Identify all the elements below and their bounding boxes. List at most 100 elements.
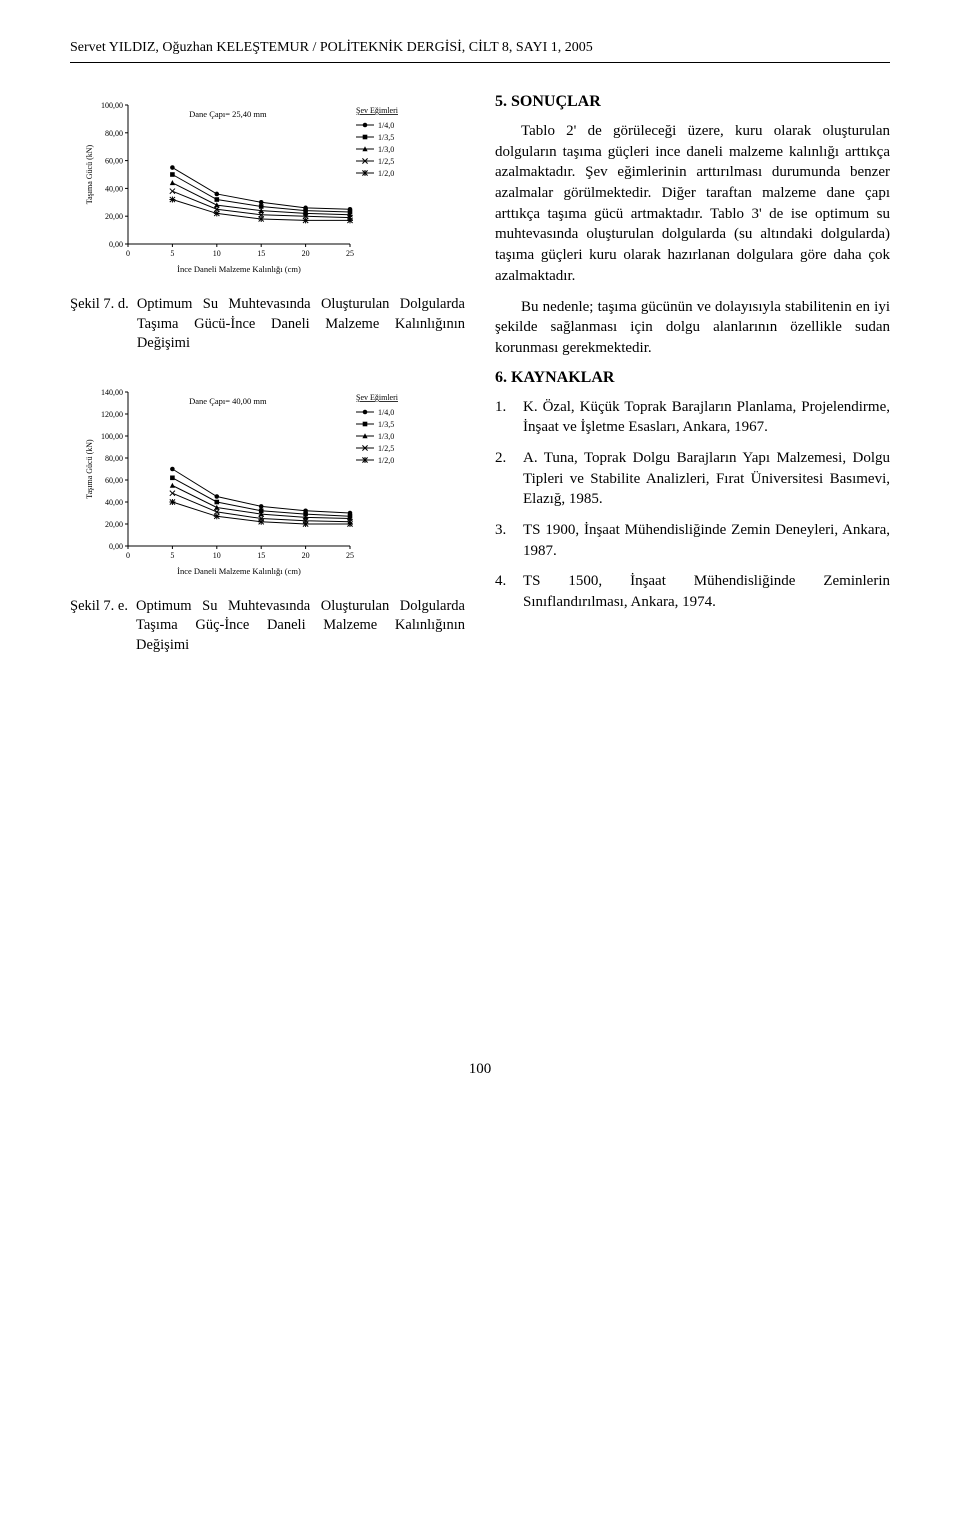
svg-text:10: 10: [213, 551, 221, 560]
chart-marker: [215, 197, 220, 202]
svg-text:İnce Daneli Malzeme Kalınlığı: İnce Daneli Malzeme Kalınlığı (cm): [177, 566, 301, 576]
ref-number: 3.: [495, 520, 513, 561]
chart-1-caption-label: Şekil 7. d.: [70, 295, 129, 354]
chart-marker: [215, 494, 220, 499]
refs-list: 1.K. Özal, Küçük Toprak Barajların Planl…: [495, 397, 890, 613]
svg-text:Şev Eğimleri: Şev Eğimleri: [356, 393, 399, 402]
chart-2-caption: Şekil 7. e. Optimum Su Muhtevasında Oluş…: [70, 597, 465, 656]
svg-text:İnce Daneli Malzeme Kalınlığı: İnce Daneli Malzeme Kalınlığı (cm): [177, 264, 301, 274]
ref-text: TS 1900, İnşaat Mühendisliğinde Zemin De…: [523, 520, 890, 561]
chart-marker: [170, 180, 175, 185]
chart-marker: [303, 217, 309, 223]
svg-text:1/2,0: 1/2,0: [378, 456, 394, 465]
svg-text:10: 10: [213, 249, 221, 258]
svg-text:1/3,0: 1/3,0: [378, 432, 394, 441]
chart-1-block: 05101520250,0020,0040,0060,0080,00100,00…: [80, 93, 410, 283]
chart-1-caption-text: Optimum Su Muhtevasında Oluşturulan Dolg…: [137, 295, 465, 354]
svg-text:80,00: 80,00: [105, 129, 123, 138]
svg-text:1/2,0: 1/2,0: [378, 169, 394, 178]
svg-text:20: 20: [302, 249, 310, 258]
ref-number: 1.: [495, 397, 513, 438]
svg-text:0: 0: [126, 551, 130, 560]
chart-marker: [170, 482, 175, 487]
svg-text:15: 15: [257, 249, 265, 258]
chart-marker: [259, 200, 264, 205]
chart-marker: [169, 499, 175, 505]
svg-text:80,00: 80,00: [105, 454, 123, 463]
chart-marker: [362, 457, 368, 463]
chart-2-caption-text: Optimum Su Muhtevasında Oluşturulan Dolg…: [136, 597, 465, 656]
chart-marker: [170, 490, 175, 495]
running-head: Servet YILDIZ, Oğuzhan KELEŞTEMUR / POLİ…: [70, 40, 890, 56]
ref-item: 3.TS 1900, İnşaat Mühendisliğinde Zemin …: [495, 520, 890, 561]
ref-item: 4.TS 1500, İnşaat Mühendisliğinde Zeminl…: [495, 571, 890, 612]
svg-text:140,00: 140,00: [101, 388, 123, 397]
svg-text:0,00: 0,00: [109, 240, 123, 249]
chart-2-block: 05101520250,0020,0040,0060,0080,00100,00…: [80, 380, 410, 585]
svg-text:0: 0: [126, 249, 130, 258]
results-title: 5. SONUÇLAR: [495, 93, 890, 111]
svg-text:20,00: 20,00: [105, 212, 123, 221]
chart-2-svg: 05101520250,0020,0040,0060,0080,00100,00…: [80, 380, 410, 580]
chart-marker: [214, 513, 220, 519]
svg-text:15: 15: [257, 551, 265, 560]
chart-marker: [258, 216, 264, 222]
two-column-layout: 0 5 10 15 20 25 0,00 20,00 40,00 60,00 80,00 100,00…: [70, 93, 890, 681]
chart-marker: [363, 409, 368, 414]
svg-text:1/2,5: 1/2,5: [378, 157, 394, 166]
svg-text:Taşıma Gücü (kN): Taşıma Gücü (kN): [85, 144, 94, 204]
chart-marker: [170, 475, 175, 480]
svg-text:20: 20: [302, 551, 310, 560]
svg-text:100,00: 100,00: [101, 101, 123, 110]
svg-text:60,00: 60,00: [105, 157, 123, 166]
page-number: 100: [70, 1061, 890, 1078]
svg-text:20,00: 20,00: [105, 520, 123, 529]
ref-text: A. Tuna, Toprak Dolgu Barajların Yapı Ma…: [523, 448, 890, 510]
svg-text:Dane Çapı= 40,00 mm: Dane Çapı= 40,00 mm: [189, 396, 267, 406]
chart-marker: [259, 504, 264, 509]
ref-number: 4.: [495, 571, 513, 612]
chart-marker: [363, 421, 368, 426]
results-para-1: Tablo 2' de görüleceği üzere, kuru olara…: [495, 121, 890, 287]
ref-text: TS 1500, İnşaat Mühendisliğinde Zeminler…: [523, 571, 890, 612]
chart-marker: [215, 499, 220, 504]
svg-text:40,00: 40,00: [105, 498, 123, 507]
chart-marker: [214, 210, 220, 216]
chart-marker: [170, 466, 175, 471]
chart-marker: [303, 521, 309, 527]
chart-marker: [363, 135, 368, 140]
svg-text:120,00: 120,00: [101, 410, 123, 419]
svg-text:60,00: 60,00: [105, 476, 123, 485]
left-column: 0 5 10 15 20 25 0,00 20,00 40,00 60,00 80,00 100,00…: [70, 93, 465, 681]
svg-text:Şev Eğimleri: Şev Eğimleri: [356, 106, 399, 115]
chart-marker: [170, 165, 175, 170]
svg-text:1/4,0: 1/4,0: [378, 408, 394, 417]
results-para-2: Bu nedenle; taşıma gücünün ve dolayısıyl…: [495, 297, 890, 359]
head-rule: [70, 62, 890, 63]
ref-number: 2.: [495, 448, 513, 510]
svg-text:5: 5: [170, 551, 174, 560]
chart-marker: [362, 170, 368, 176]
chart-marker: [363, 123, 368, 128]
right-column: 5. SONUÇLAR Tablo 2' de görüleceği üzere…: [495, 93, 890, 681]
chart-marker: [347, 521, 353, 527]
svg-text:1/3,0: 1/3,0: [378, 145, 394, 154]
svg-text:1/4,0: 1/4,0: [378, 121, 394, 130]
chart-1-caption: Şekil 7. d. Optimum Su Muhtevasında Oluş…: [70, 295, 465, 354]
chart-marker: [258, 518, 264, 524]
svg-text:25: 25: [346, 551, 354, 560]
svg-text:1/3,5: 1/3,5: [378, 420, 394, 429]
chart-2-caption-label: Şekil 7. e.: [70, 597, 128, 656]
svg-text:Dane Çapı= 25,40 mm: Dane Çapı= 25,40 mm: [189, 109, 267, 119]
chart-marker: [215, 192, 220, 197]
svg-text:5: 5: [170, 249, 174, 258]
ref-text: K. Özal, Küçük Toprak Barajların Planlam…: [523, 397, 890, 438]
chart-marker: [214, 504, 219, 509]
ref-item: 2.A. Tuna, Toprak Dolgu Barajların Yapı …: [495, 448, 890, 510]
ref-item: 1.K. Özal, Küçük Toprak Barajların Planl…: [495, 397, 890, 438]
chart-marker: [347, 217, 353, 223]
svg-text:25: 25: [346, 249, 354, 258]
chart-1-svg: 05101520250,0020,0040,0060,0080,00100,00…: [80, 93, 410, 278]
svg-text:Taşıma Gücü (kN): Taşıma Gücü (kN): [85, 439, 94, 499]
chart-marker: [170, 189, 175, 194]
